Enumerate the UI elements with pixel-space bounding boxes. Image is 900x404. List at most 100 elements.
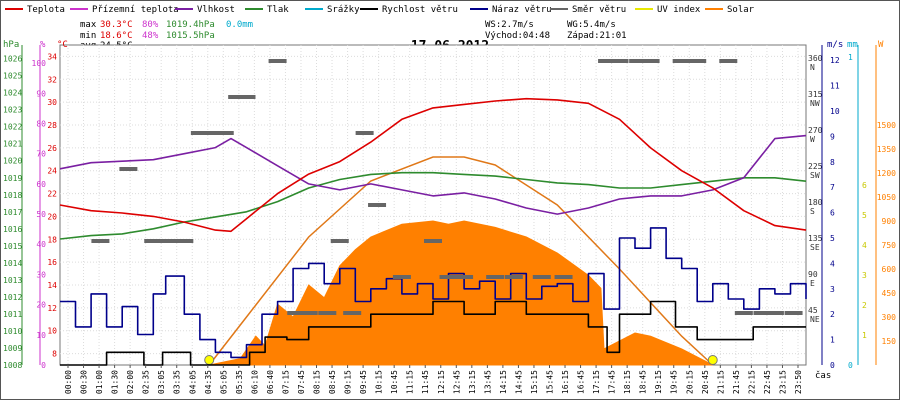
tick-hpa: 1011	[3, 310, 22, 319]
x-tick-label: 07:15	[281, 370, 290, 394]
x-tick-label: 00:30	[80, 370, 89, 394]
x-tick-label: 13:15	[468, 370, 477, 394]
tick-hpa: 1008	[3, 361, 22, 370]
wind-dir-mark	[424, 239, 442, 243]
tick-hpa: 1014	[3, 259, 22, 268]
tick-ms: 6	[830, 209, 835, 218]
x-tick-label: 00:00	[64, 370, 73, 394]
stat-max-label: max	[80, 20, 97, 30]
wind-dir-mark	[287, 311, 306, 315]
tick-temp: 30	[47, 98, 57, 107]
wind-dir-mark	[504, 275, 523, 279]
tick-dir-lbl: W	[810, 135, 815, 144]
tick-hpa: 1020	[3, 157, 22, 166]
tick-dir-lbl: N	[810, 63, 815, 72]
x-tick-label: 03:35	[173, 370, 182, 394]
wind-dir-mark	[119, 167, 138, 171]
x-tick-label: 08:45	[328, 370, 337, 394]
tick-ms: 5	[830, 234, 835, 243]
temperature-line	[59, 97, 807, 233]
wind-dir-mark	[343, 311, 362, 315]
tick-temp: 32	[47, 75, 57, 84]
axis-pct-unit: %	[40, 40, 46, 50]
tick-ms: 12	[830, 56, 840, 65]
x-tick-label: 19:45	[670, 370, 679, 394]
x-tick-label: 09:15	[344, 370, 353, 394]
wind-dir-mark	[554, 275, 573, 279]
x-tick-label: 02:00	[126, 370, 135, 394]
tick-hpa: 1010	[3, 327, 22, 336]
tick-uv: 3	[862, 271, 867, 280]
tick-pct: 0	[41, 361, 46, 370]
x-tick-label: 11:45	[421, 370, 430, 394]
x-tick-label: 20:15	[685, 370, 694, 394]
x-tick-label: 18:45	[639, 370, 648, 394]
tick-ms: 2	[830, 310, 835, 319]
x-tick-label: 05:35	[235, 370, 244, 394]
tick-uv: 1	[862, 331, 867, 340]
tick-ms: 8	[830, 158, 835, 167]
solar-theoretical-curve	[208, 156, 714, 366]
x-tick-label: 04:35	[204, 370, 213, 394]
tick-hpa: 1018	[3, 191, 22, 200]
tick-mm: 1	[848, 53, 853, 62]
tick-temp: 8	[52, 350, 57, 359]
x-axis: 00:00 00:30 01:00 01:30 02:00 02:35 03:05 03:35…	[64, 365, 803, 394]
x-tick-label: 20:45	[701, 370, 710, 394]
stat-min-label: min	[80, 31, 96, 41]
legend-label-1: Přízemní teplota	[92, 5, 179, 15]
legend-label-6: Náraz větru	[492, 5, 552, 15]
stat-wg: WG:5.4m/s	[567, 20, 616, 30]
stat-min-temp: 18.6°C	[100, 31, 133, 41]
x-tick-label: 06:40	[266, 370, 275, 394]
tick-pct: 80	[36, 119, 46, 128]
wind-dir-mark	[175, 239, 194, 243]
wind-dir-mark	[734, 311, 753, 315]
tick-hpa: 1023	[3, 106, 22, 115]
tick-dir-deg: 360	[808, 54, 823, 63]
legend-label-3: Tlak	[267, 5, 289, 15]
tick-wm2: 1350	[877, 145, 896, 154]
tick-ms: 9	[830, 132, 835, 141]
x-tick-label: 06:10	[250, 370, 259, 394]
stat-max-rain: 0.0mm	[226, 20, 253, 30]
stat-max-hum: 80%	[142, 20, 159, 30]
legend-label-8: UV index	[657, 5, 701, 15]
tick-dir-lbl: E	[810, 279, 815, 288]
wind-dir-mark	[719, 59, 738, 63]
tick-dir-lbl: S	[810, 207, 815, 216]
tick-uv: 6	[862, 181, 867, 190]
axis-mm-unit: mm	[847, 40, 858, 50]
axis-temp-unit: °C	[57, 40, 68, 50]
tick-wm2: 1050	[877, 193, 896, 202]
tick-pct: 30	[36, 270, 46, 279]
tick-hpa: 1015	[3, 242, 22, 251]
tick-dir-lbl: SW	[810, 171, 820, 180]
x-tick-label: 15:15	[530, 370, 539, 394]
sunrise-marker	[204, 355, 215, 365]
axis-ms-unit: m/s	[827, 40, 843, 50]
tick-wm2: 1500	[877, 121, 896, 130]
tick-ms: 4	[830, 259, 835, 268]
tick-hpa: 1017	[3, 208, 22, 217]
tick-wm2: 750	[882, 241, 897, 250]
tick-temp: 20	[47, 212, 57, 221]
tick-dir-lbl: NW	[810, 99, 820, 108]
tick-ms: 10	[830, 107, 840, 116]
x-tick-label: 15:45	[545, 370, 554, 394]
tick-wm2: 1200	[877, 169, 896, 178]
tick-pct: 100	[32, 59, 47, 68]
wind-dir-mark	[629, 59, 648, 63]
wind-direction-layer	[91, 59, 803, 315]
wind-speed-line	[60, 300, 806, 366]
legend-label-9: Solar	[727, 5, 755, 15]
wind-dir-mark	[299, 311, 318, 315]
tick-dir-lbl: NE	[810, 315, 820, 324]
stat-max-temp: 30.3°C	[100, 20, 133, 30]
tick-wm2: 900	[882, 217, 897, 226]
x-tick-label: 16:15	[561, 370, 570, 394]
tick-wm2: 450	[882, 289, 897, 298]
tick-hpa: 1024	[3, 89, 22, 98]
wind-dir-mark	[268, 59, 287, 63]
x-tick-label: 09:45	[359, 370, 368, 394]
